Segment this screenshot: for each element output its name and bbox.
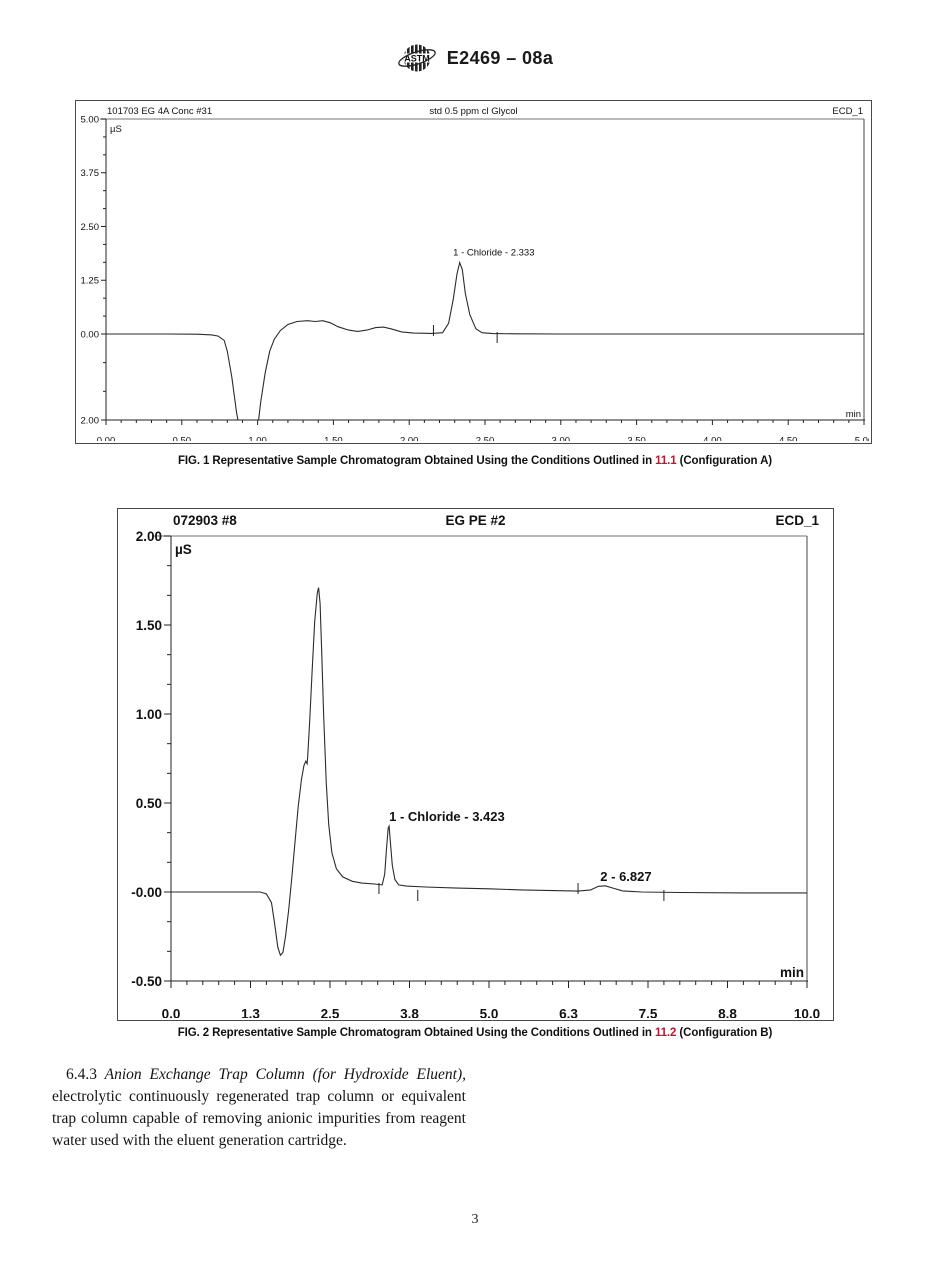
figure2-caption: FIG. 2 Representative Sample Chromatogra…	[0, 1027, 950, 1039]
x-tick-label: 2.5	[321, 1007, 340, 1019]
x-tick-label: 5.00	[855, 436, 869, 442]
x-tick-label: 2.00	[400, 436, 419, 442]
figure1-detector-label: ECD_1	[832, 106, 863, 117]
x-tick-label: 3.00	[552, 436, 571, 442]
section-title: Anion Exchange Trap Column (for Hydroxid…	[97, 1066, 466, 1083]
x-tick-label: 2.50	[476, 436, 495, 442]
standard-designation: E2469 – 08a	[446, 47, 554, 68]
x-tick-label: 1.00	[248, 436, 267, 442]
y-tick-label: 5.00	[81, 114, 100, 125]
peak-label: 2 - 6.827	[600, 869, 651, 884]
y-tick-label: 2.50	[81, 222, 100, 233]
y-tick-label: -0.00	[131, 885, 162, 900]
section-body-text: electrolytic continuously regenerated tr…	[52, 1088, 466, 1150]
y-tick-label: 1.00	[136, 707, 162, 722]
x-tick-label: 0.50	[173, 436, 192, 442]
figure1-caption-text: FIG. 1 Representative Sample Chromatogra…	[177, 455, 656, 467]
x-tick-label: 8.8	[718, 1007, 737, 1019]
y-tick-label: 1.50	[136, 618, 162, 633]
astm-logo-text: ASTM	[404, 54, 430, 64]
astm-logo: ASTM	[397, 44, 436, 72]
figure2-caption-suffix: (Configuration B)	[676, 1027, 773, 1039]
x-tick-label: 6.3	[559, 1007, 578, 1019]
figure1-caption-suffix: (Configuration A)	[676, 455, 773, 467]
x-tick-label: 7.5	[639, 1007, 658, 1019]
document-header: ASTM E2469 – 08a	[0, 40, 950, 76]
peak-label: 1 - Chloride - 3.423	[389, 809, 505, 824]
page-number: 3	[471, 1212, 479, 1227]
y-unit-label: µS	[175, 542, 192, 557]
x-tick-label: 5.0	[480, 1007, 499, 1019]
y-tick-label: 1.25	[81, 276, 100, 287]
figure2-caption-text: FIG. 2 Representative Sample Chromatogra…	[177, 1027, 655, 1039]
y-tick-label: 0.00	[81, 329, 100, 340]
figure1-plot: 5.00 3.75 2.50 1.25 0.00 2.00 0.00 0.50 1.00 1.50…	[81, 114, 870, 442]
y-tick-label: -0.50	[131, 974, 162, 989]
figure2-chromatogram: 2.00 1.50 1.00 0.50 -0.00 -0.50 0.0 1.3 2.5 3.8 5.…	[117, 508, 834, 1021]
figure2-detector-label: ECD_1	[775, 513, 819, 528]
figure1-caption: FIG. 1 Representative Sample Chromatogra…	[0, 455, 950, 467]
x-tick-label: 3.8	[400, 1007, 419, 1019]
x-tick-label: 1.3	[241, 1007, 260, 1019]
x-tick-label: 0.00	[97, 436, 116, 442]
figure2-plot: 2.00 1.50 1.00 0.50 -0.00 -0.50 0.0 1.3 2.5 3.8 5.…	[131, 529, 820, 1019]
y-tick-label: 2.00	[136, 529, 162, 544]
x-unit-label: min	[780, 965, 804, 980]
y-tick-label: 0.50	[136, 796, 162, 811]
figure2-section-ref-link[interactable]: 11.2	[654, 1027, 677, 1039]
y-tick-label: 3.75	[81, 168, 100, 179]
figure1-run-id: 101703 EG 4A Conc #31	[107, 106, 213, 117]
section-number: 6.4.3	[66, 1066, 97, 1083]
trace-line	[106, 260, 864, 420]
figure2-sample-name: EG PE #2	[445, 513, 506, 528]
x-tick-label: 4.00	[703, 436, 722, 442]
x-tick-label: 0.0	[162, 1007, 181, 1019]
x-tick-label: 3.50	[627, 436, 646, 442]
y-tick-label: 2.00	[81, 415, 100, 426]
x-tick-label: 10.0	[794, 1007, 820, 1019]
peak-label: 1 - Chloride - 2.333	[453, 248, 534, 259]
section-6-4-3-paragraph: 6.4.3 Anion Exchange Trap Column (for Hy…	[52, 1064, 466, 1153]
x-unit-label: min	[846, 409, 861, 420]
x-tick-label: 4.50	[779, 436, 798, 442]
figure1-sample-name: std 0.5 ppm cl Glycol	[429, 106, 518, 117]
figure1-chromatogram: 5.00 3.75 2.50 1.25 0.00 2.00 0.00 0.50 1.00 1.50…	[75, 100, 872, 444]
figure2-run-id: 072903 #8	[173, 513, 237, 528]
figure1-section-ref-link[interactable]: 11.1	[655, 455, 677, 467]
x-tick-label: 1.50	[324, 436, 343, 442]
trace-line	[171, 587, 807, 957]
y-unit-label: µS	[110, 124, 122, 135]
